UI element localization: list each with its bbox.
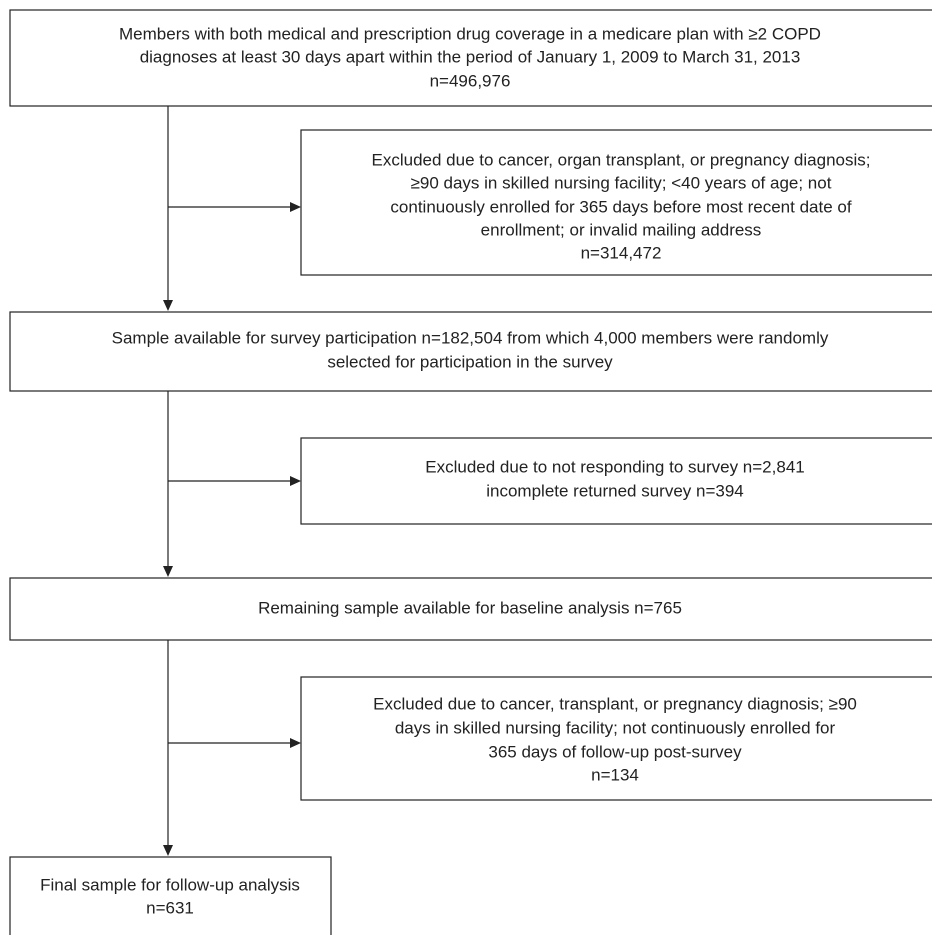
- arrowhead: [163, 300, 173, 311]
- node-text: Sample available for survey participatio…: [112, 328, 829, 347]
- node-text: n=134: [591, 765, 639, 784]
- node-text: Excluded due to cancer, organ transplant…: [372, 150, 871, 169]
- node-text: Members with both medical and prescripti…: [119, 24, 821, 43]
- node-text: enrollment; or invalid mailing address: [481, 220, 762, 239]
- node-text: diagnoses at least 30 days apart within …: [140, 47, 801, 66]
- node-text: continuously enrolled for 365 days befor…: [390, 197, 851, 216]
- node-text: n=496,976: [430, 71, 511, 90]
- node-text: days in skilled nursing facility; not co…: [395, 718, 836, 737]
- node-text: Excluded due to cancer, transplant, or p…: [373, 694, 857, 713]
- node-text: n=631: [146, 898, 194, 917]
- arrowhead: [290, 202, 301, 212]
- node-text: incomplete returned survey n=394: [486, 481, 744, 500]
- box: [9, 577, 932, 641]
- box: [9, 856, 332, 935]
- node-text: Remaining sample available for baseline …: [258, 598, 682, 617]
- arrowhead: [290, 738, 301, 748]
- arrowhead: [163, 845, 173, 856]
- box: [9, 311, 932, 392]
- node-text: selected for participation in the survey: [327, 352, 613, 371]
- box: [300, 129, 932, 276]
- node-text: 365 days of follow-up post-survey: [488, 742, 742, 761]
- node-text: n=314,472: [581, 243, 662, 262]
- box: [9, 9, 932, 107]
- arrowhead: [290, 476, 301, 486]
- node-text: ≥90 days in skilled nursing facility; <4…: [411, 173, 832, 192]
- box: [300, 676, 932, 801]
- box: [300, 437, 932, 525]
- arrowhead: [163, 566, 173, 577]
- node-text: Excluded due to not responding to survey…: [425, 457, 804, 476]
- node-text: Final sample for follow-up analysis: [40, 875, 300, 894]
- connectors: [163, 106, 301, 856]
